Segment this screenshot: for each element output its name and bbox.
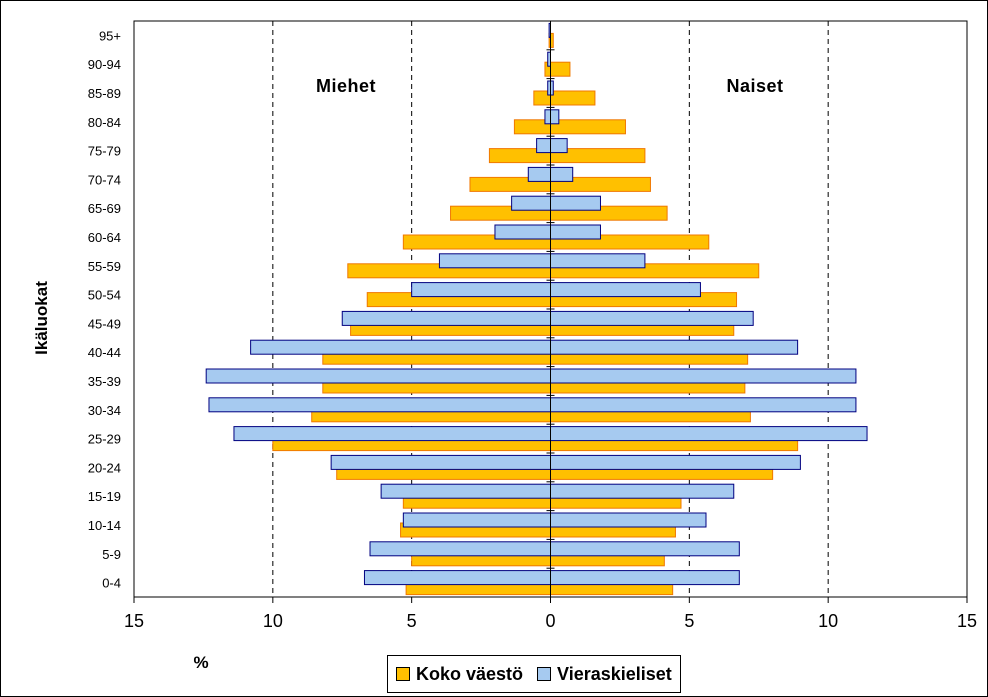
y-axis-title: Ikäluokat (32, 281, 51, 355)
legend-label-vieraskieliset: Vieraskieliset (557, 663, 672, 684)
axes (133, 20, 968, 603)
bar-vieraskieliset-women (550, 397, 857, 413)
bar-vieraskieliset-men (363, 570, 552, 586)
bar-koko-vaesto-women (550, 119, 626, 135)
y-tick-label: 65-69 (88, 201, 121, 216)
bar-vieraskieliset-men (250, 339, 551, 355)
bar-vieraskieliset-women (550, 512, 707, 528)
bar-vieraskieliset-men (536, 138, 551, 154)
y-tick-label: 75-79 (88, 144, 121, 159)
bar-vieraskieliset-women (550, 166, 574, 182)
bar-vieraskieliset-women (550, 224, 601, 240)
bar-vieraskieliset-women (550, 310, 754, 326)
y-tick-label: 95+ (99, 28, 121, 43)
bar-vieraskieliset-men (544, 109, 551, 125)
bar-vieraskieliset-women (550, 282, 701, 298)
bar-vieraskieliset-women (550, 368, 857, 384)
bar-vieraskieliset-men (511, 195, 552, 211)
y-tick-label: 60-64 (88, 230, 121, 245)
y-tick-label: 45-49 (88, 316, 121, 331)
bar-vieraskieliset-women (550, 339, 799, 355)
bar-vieraskieliset-women (550, 109, 560, 125)
bar-vieraskieliset-men (411, 282, 551, 298)
x-tick-label: 5 (407, 611, 417, 631)
region-label-women: Naiset (726, 76, 783, 96)
y-tick-label: 70-74 (88, 172, 121, 187)
bar-vieraskieliset-men (494, 224, 552, 240)
bar-vieraskieliset-women (550, 541, 740, 557)
bar-vieraskieliset-men (402, 512, 551, 528)
legend-item-koko-vaesto: Koko väestö (396, 664, 523, 685)
y-tick-label: 55-59 (88, 259, 121, 274)
bar-koko-vaesto-women (550, 61, 571, 77)
bar-koko-vaesto-women (550, 90, 596, 106)
y-tick-label: 35-39 (88, 374, 121, 389)
region-label-men: Miehet (316, 76, 376, 96)
bar-vieraskieliset-women (550, 253, 646, 269)
legend: Koko väestö Vieraskieliset (387, 655, 681, 693)
y-tick-label: 85-89 (88, 86, 121, 101)
x-tick-label: 10 (818, 611, 838, 631)
y-tick-label: 80-84 (88, 115, 121, 130)
bar-vieraskieliset-men (208, 397, 551, 413)
y-tick-label: 25-29 (88, 432, 121, 447)
x-tick-label: 15 (957, 611, 977, 631)
y-tick-label: 30-34 (88, 403, 121, 418)
bar-vieraskieliset-men (380, 483, 551, 499)
bar-vieraskieliset-women (550, 483, 735, 499)
x-tick-label: 15 (124, 611, 144, 631)
y-tick-label: 5-9 (102, 547, 121, 562)
x-tick-label: 10 (263, 611, 283, 631)
y-tick-label: 15-19 (88, 489, 121, 504)
bar-vieraskieliset-men (527, 166, 552, 182)
y-tick-label: 10-14 (88, 518, 121, 533)
bar-vieraskieliset-men (369, 541, 551, 557)
bar-vieraskieliset-women (550, 570, 740, 586)
x-axis-title: % (193, 653, 208, 672)
legend-item-vieraskieliset: Vieraskieliset (537, 664, 672, 685)
legend-swatch-vieraskieliset (537, 667, 552, 681)
y-tick-label: 0-4 (102, 576, 121, 591)
bar-vieraskieliset-men (341, 310, 551, 326)
bar-vieraskieliset-men (233, 426, 552, 442)
bar-vieraskieliset-men (205, 368, 551, 384)
y-tick-label: 40-44 (88, 345, 121, 360)
bar-vieraskieliset-men (330, 454, 552, 470)
bar-vieraskieliset-women (550, 454, 801, 470)
y-tick-labels: 0-4 5-9 10-14 15-19 20-24 25-29 30-34 35-39 40-4… (88, 28, 121, 590)
bar-vieraskieliset-women (550, 426, 868, 442)
x-tick-label: 5 (684, 611, 694, 631)
y-tick-label: 90-94 (88, 57, 121, 72)
y-tick-label: 50-54 (88, 288, 121, 303)
legend-swatch-koko-vaesto (396, 667, 410, 681)
bar-vieraskieliset-women (550, 195, 601, 211)
x-tick-labels: 15 10 5 0 5 10 15 (124, 611, 977, 631)
bar-vieraskieliset-men (438, 253, 551, 269)
y-tick-label: 20-24 (88, 460, 121, 475)
bar-vieraskieliset-women (550, 138, 568, 154)
legend-label-koko-vaesto: Koko väestö (416, 663, 524, 684)
x-tick-label: 0 (545, 611, 555, 631)
